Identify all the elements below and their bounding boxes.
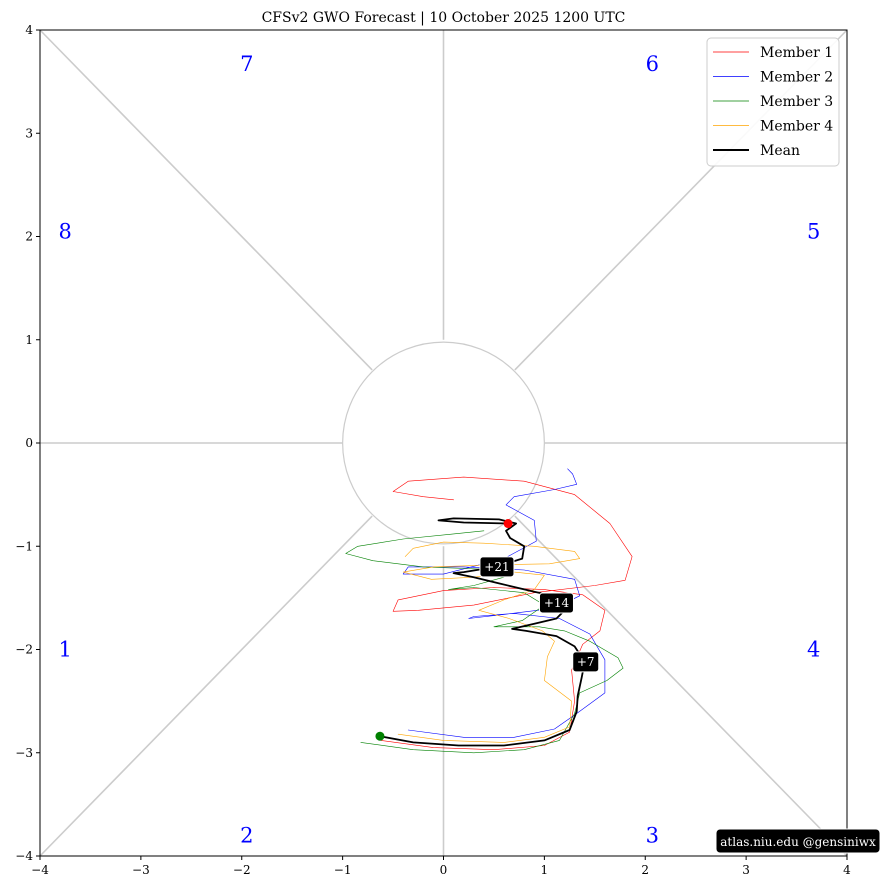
- series-line-member-1: [380, 476, 633, 751]
- day-marker-label: +14: [544, 596, 570, 610]
- axes: −4 −3 −2 −1 0 1 2 3 4 −4 −3 −2 −1 0 1 2 3 4: [15, 23, 851, 877]
- credit: atlas.niu.edu @gensiniwx: [715, 828, 881, 854]
- x-tick-label: 0: [440, 863, 448, 877]
- day-marker-label: +7: [577, 655, 595, 669]
- legend-entry-member-2: Member 2: [713, 70, 833, 86]
- day-marker-label: +21: [484, 560, 509, 574]
- x-tick-label: 4: [843, 863, 851, 877]
- grid-line-diagonal-4: [514, 515, 848, 857]
- phase-labels: 1 2 3 4 5 6 7 8: [59, 52, 821, 847]
- y-tick-label: 4: [25, 23, 33, 37]
- series-line-member-4: [397, 541, 581, 743]
- phase-label-6: 6: [646, 52, 659, 76]
- legend-entry-member-4: Member 4: [713, 119, 833, 135]
- start-point: [375, 731, 385, 741]
- grid-line-diagonal-2: [39, 29, 373, 371]
- grid-line-diagonal-3: [39, 515, 373, 857]
- legend-label: Mean: [760, 143, 800, 159]
- day-marker-plus-21: +21: [479, 556, 515, 578]
- y-tick-label: −2: [15, 643, 33, 657]
- x-tick-label: −4: [31, 863, 49, 877]
- series-line-member-3: [345, 530, 624, 754]
- phase-label-7: 7: [240, 52, 253, 76]
- phase-label-3: 3: [646, 823, 659, 847]
- phase-grid: [39, 29, 848, 857]
- legend-label: Member 1: [760, 45, 833, 61]
- y-tick-label: 1: [25, 333, 33, 347]
- y-tick-label: 0: [25, 436, 33, 450]
- x-tick-label: 2: [641, 863, 649, 877]
- y-tick-label: 3: [25, 126, 33, 140]
- day-marker-box: [538, 592, 574, 614]
- day-marker-box: [479, 556, 515, 578]
- legend-label: Member 2: [760, 70, 833, 86]
- y-tick-label: −1: [15, 539, 33, 553]
- day-marker-box: [572, 651, 600, 673]
- y-tick-label: 2: [25, 230, 33, 244]
- unit-circle: [342, 341, 545, 545]
- phase-label-1: 1: [59, 638, 72, 662]
- x-tick-label: −1: [334, 863, 352, 877]
- day-marker-plus-7: +7: [572, 651, 600, 673]
- chart-title: CFSv2 GWO Forecast | 10 October 2025 120…: [262, 10, 626, 26]
- y-tick-label: −3: [15, 746, 33, 760]
- x-tick-label: 1: [541, 863, 549, 877]
- credit-box: [715, 828, 881, 854]
- day-markers: +7 +14 +21: [375, 519, 600, 741]
- legend: Member 1 Member 2 Member 3 Member 4 Mean: [706, 37, 840, 167]
- x-tick-label: −3: [132, 863, 150, 877]
- legend-label: Member 4: [760, 119, 833, 135]
- phase-label-4: 4: [807, 638, 820, 662]
- legend-box: [706, 37, 840, 167]
- x-tick-label: 3: [742, 863, 750, 877]
- series-lines: [345, 468, 633, 754]
- legend-entry-mean: Mean: [713, 143, 800, 159]
- day-marker-plus-14: +14: [538, 592, 574, 614]
- phase-label-8: 8: [59, 219, 72, 243]
- series-line-mean: [378, 517, 586, 747]
- end-point: [503, 519, 513, 529]
- legend-label: Member 3: [760, 94, 833, 110]
- legend-entry-member-3: Member 3: [713, 94, 833, 110]
- legend-entry-member-1: Member 1: [713, 45, 833, 61]
- credit-label: atlas.niu.edu @gensiniwx: [720, 835, 876, 849]
- y-tick-label: −4: [15, 849, 33, 863]
- phase-label-2: 2: [240, 823, 253, 847]
- series-line-member-2: [402, 468, 606, 738]
- x-tick-label: −2: [233, 863, 251, 877]
- phase-label-5: 5: [807, 219, 820, 243]
